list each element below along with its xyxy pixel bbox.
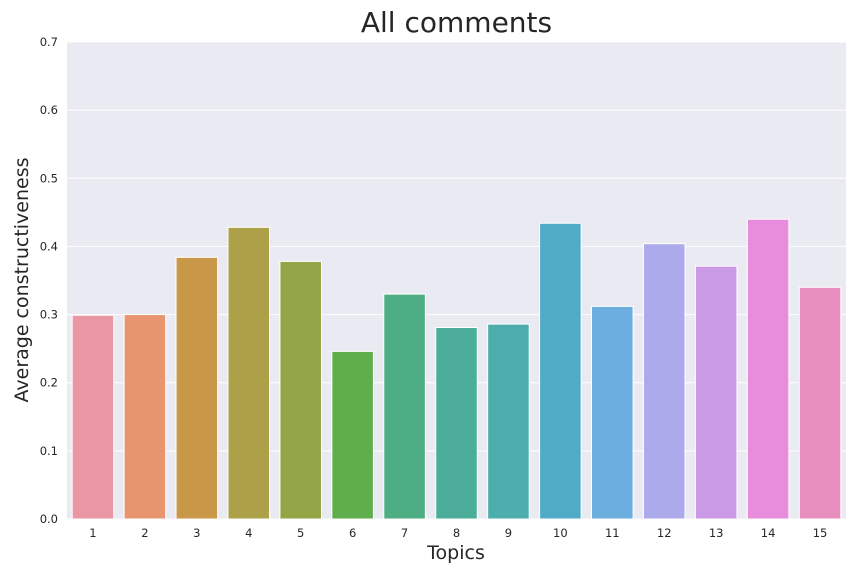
x-tick-label: 1 (89, 526, 96, 540)
x-tick-label: 11 (605, 526, 620, 540)
x-tick-label: 8 (453, 526, 460, 540)
bars (71, 218, 842, 520)
bar-topic-4 (227, 226, 271, 520)
y-tick-label: 0.7 (40, 35, 58, 49)
y-tick-labels: 0.0 0.1 0.2 0.3 0.4 0.5 0.6 0.7 (40, 35, 58, 526)
bar-topic-15 (798, 286, 842, 520)
y-tick-label: 0.1 (40, 444, 58, 458)
x-tick-label: 12 (657, 526, 672, 540)
bar-topic-7 (383, 293, 426, 520)
x-tick-label: 6 (349, 526, 356, 540)
x-tick-label: 5 (297, 526, 304, 540)
bar-topic-2 (123, 314, 167, 520)
y-tick-label: 0.2 (40, 376, 58, 390)
x-tick-label: 7 (401, 526, 408, 540)
x-tick-label: 9 (505, 526, 512, 540)
bar-topic-11 (591, 305, 634, 520)
bar-topic-5 (279, 260, 322, 520)
bar-topic-12 (642, 243, 686, 520)
x-axis-label: Topics (426, 542, 485, 564)
x-tick-label: 4 (245, 526, 252, 540)
bar-topic-10 (539, 222, 582, 520)
x-tick-label: 3 (193, 526, 200, 540)
y-tick-label: 0.6 (40, 103, 58, 117)
x-tick-labels: 1 2 3 4 5 6 7 8 9 10 11 12 13 14 15 (89, 526, 827, 540)
bar-topic-14 (746, 218, 790, 520)
x-tick-label: 10 (553, 526, 568, 540)
y-tick-label: 0.0 (40, 512, 58, 526)
y-tick-label: 0.4 (40, 239, 58, 253)
y-tick-label: 0.5 (40, 171, 58, 185)
bar-topic-8 (435, 327, 478, 520)
x-tick-label: 13 (709, 526, 724, 540)
bar-topic-13 (694, 265, 738, 520)
x-tick-label: 15 (813, 526, 828, 540)
x-tick-label: 14 (761, 526, 776, 540)
chart-title: All comments (360, 6, 553, 39)
x-tick-label: 2 (141, 526, 148, 540)
bar-topic-6 (331, 350, 374, 520)
y-axis-label: Average constructiveness (11, 157, 33, 402)
y-tick-label: 0.3 (40, 308, 58, 322)
bar-topic-9 (487, 323, 530, 520)
bar-topic-3 (175, 256, 219, 520)
bar-topic-1 (71, 314, 115, 520)
